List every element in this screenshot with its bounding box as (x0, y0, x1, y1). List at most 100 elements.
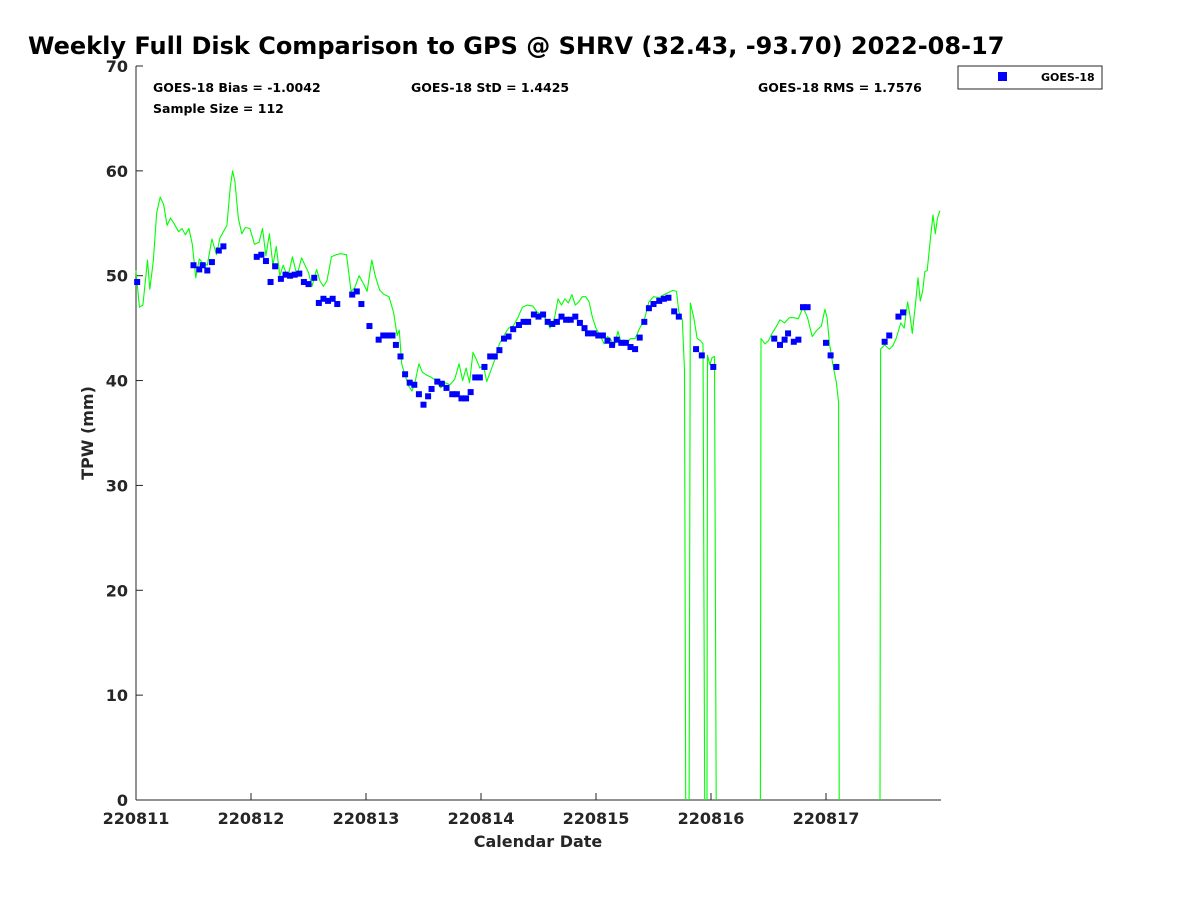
goes-point (277, 275, 284, 282)
x-tick-label: 220817 (793, 809, 860, 828)
goes-point (800, 304, 806, 311)
goes-point (397, 353, 404, 360)
y-tick-label: 70 (106, 57, 128, 76)
goes-point (449, 391, 456, 398)
goes-point (505, 333, 512, 340)
goes-point (291, 271, 298, 278)
gps-series (135, 170, 941, 801)
goes-point (282, 271, 289, 278)
y-tick-label: 60 (106, 162, 128, 181)
goes-point (428, 385, 435, 392)
goes-point (900, 309, 907, 316)
goes-point (530, 311, 537, 318)
goes-point (215, 247, 222, 254)
goes-point (540, 311, 547, 318)
y-tick-label: 10 (106, 686, 128, 705)
y-axis-label: TPW (mm) (78, 386, 97, 480)
x-tick-label: 220811 (103, 809, 170, 828)
goes-point (380, 332, 387, 339)
goes-point (572, 313, 579, 320)
goes-point (584, 330, 591, 337)
gps-line-segment (879, 210, 941, 801)
goes-point (665, 294, 672, 301)
goes-point (581, 325, 588, 332)
goes-point (349, 291, 356, 298)
y-tick-label: 50 (106, 267, 128, 286)
gps-line-segment (759, 306, 840, 801)
goes-point (496, 347, 503, 354)
goes-point (604, 337, 611, 344)
goes-point (267, 279, 274, 286)
stats-annotations: GOES-18 Bias = -1.0042 GOES-18 StD = 1.4… (153, 80, 922, 116)
legend: GOES-18 (957, 65, 1103, 90)
plot-area: 0 10 20 30 40 50 60 70 220811 220812 220813 220814… (103, 57, 941, 828)
y-tick-label: 40 (106, 372, 128, 391)
goes-point (402, 371, 409, 378)
goes-point (627, 344, 634, 351)
goes-point (804, 304, 811, 311)
goes-point (272, 263, 279, 270)
goes-point (384, 332, 391, 339)
y-ticks: 0 10 20 30 40 50 60 70 (106, 57, 143, 810)
goes-point (660, 295, 667, 302)
goes-point (300, 279, 307, 286)
goes-point (645, 305, 652, 312)
goes-point (311, 274, 318, 281)
goes-point (698, 352, 705, 359)
legend-marker (998, 72, 1007, 81)
goes-point (481, 363, 488, 370)
goes-point (443, 384, 450, 391)
goes-point (220, 243, 227, 250)
x-tick-label: 220812 (218, 809, 285, 828)
x-tick-label: 220815 (563, 809, 630, 828)
y-tick-label: 30 (106, 476, 128, 495)
goes-point (358, 301, 365, 308)
goes-point (613, 336, 620, 343)
legend-box (957, 65, 1103, 90)
legend-label: GOES-18 (1041, 71, 1095, 84)
goes-point (544, 318, 551, 325)
goes-point (315, 299, 322, 306)
goes-point (453, 391, 460, 398)
goes-point (576, 319, 583, 326)
y-tick-label: 20 (106, 581, 128, 600)
goes-point (491, 353, 498, 360)
goes-point (190, 262, 197, 269)
goes-point (134, 279, 141, 286)
goes-point (618, 339, 625, 346)
goes-point (671, 308, 678, 315)
goes-point (771, 335, 778, 342)
goes-point (258, 251, 265, 258)
goes-point (622, 339, 629, 346)
goes-point (790, 338, 797, 345)
goes-point (656, 297, 663, 304)
goes-point (415, 391, 422, 398)
goes-point (525, 318, 532, 325)
goes-point (320, 295, 327, 302)
goes-point (262, 258, 269, 265)
goes-point (823, 339, 829, 346)
chart-title: Weekly Full Disk Comparison to GPS @ SHR… (28, 32, 1004, 60)
goes-point (567, 316, 574, 323)
gps-line-segment (688, 302, 706, 801)
goes-point (325, 297, 332, 304)
stat-bias: GOES-18 Bias = -1.0042 (153, 80, 321, 95)
goes-point (599, 332, 606, 339)
gps-line-segment (706, 354, 717, 801)
goes-point (549, 320, 556, 327)
goes-point (253, 253, 260, 260)
x-tick-label: 220814 (448, 809, 515, 828)
goes-point (693, 346, 700, 353)
goes-point (467, 389, 474, 396)
goes-point (375, 336, 382, 343)
goes-point (463, 395, 470, 402)
goes-point (476, 374, 483, 381)
goes-point (510, 326, 517, 333)
goes-point (353, 288, 360, 295)
goes-point (208, 259, 215, 266)
goes-point (553, 318, 560, 325)
goes-point (781, 336, 788, 343)
goes-point (563, 316, 570, 323)
x-axis-label: Calendar Date (474, 832, 603, 851)
